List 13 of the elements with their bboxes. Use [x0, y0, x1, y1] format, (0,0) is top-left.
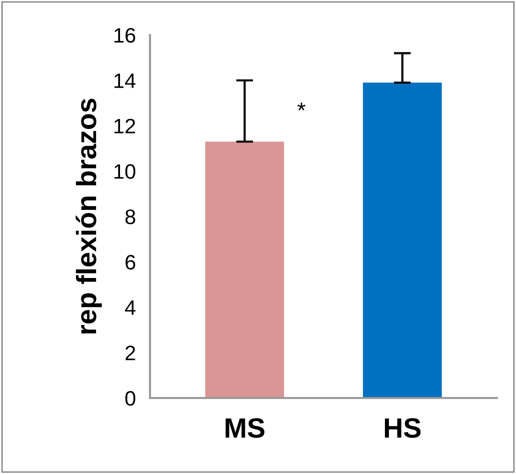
- x-tick-label: HS: [384, 418, 421, 438]
- y-tick-label: 4: [125, 300, 136, 315]
- y-tick-label: 16: [114, 28, 136, 43]
- y-tick-label: 14: [114, 74, 136, 88]
- y-axis-title: rep flexión brazos: [76, 98, 102, 334]
- y-tick-label: 12: [114, 118, 136, 134]
- y-tick-label: 8: [125, 210, 136, 224]
- y-tick-label: 2: [126, 346, 136, 360]
- y-tick-label: 10: [114, 164, 136, 179]
- y-tick-label: 6: [126, 254, 136, 270]
- annotation: *: [297, 102, 306, 110]
- x-tick-label: MS: [226, 418, 264, 438]
- y-tick-label: 0: [125, 391, 136, 406]
